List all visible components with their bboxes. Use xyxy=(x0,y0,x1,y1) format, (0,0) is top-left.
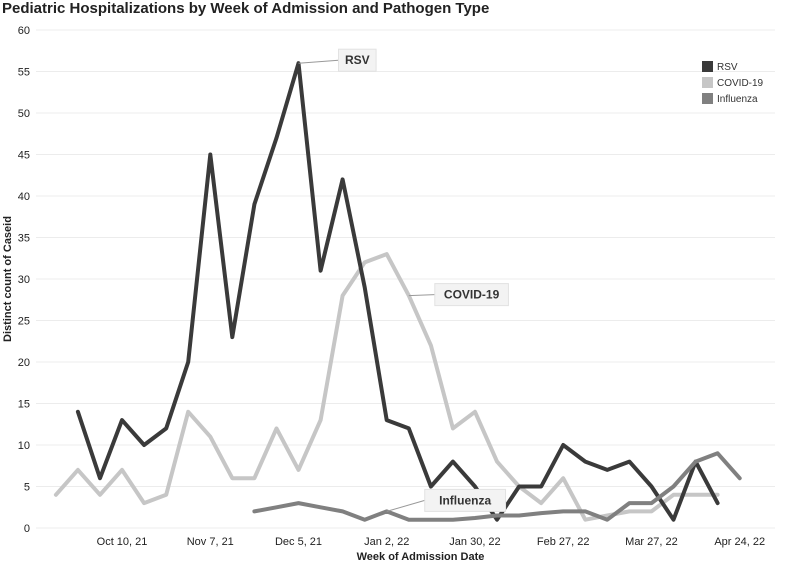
annotation-label: Influenza xyxy=(439,493,491,507)
y-tick-label: 15 xyxy=(18,399,30,411)
x-tick-label: Mar 27, 22 xyxy=(625,536,678,548)
annotation-rsv: RSV xyxy=(298,48,377,72)
x-tick-label: Dec 5, 21 xyxy=(275,536,322,548)
legend-label: COVID-19 xyxy=(717,78,764,89)
y-tick-label: 60 xyxy=(18,25,30,37)
x-tick-label: Nov 7, 21 xyxy=(187,536,234,548)
legend-label: Influenza xyxy=(717,94,758,105)
x-tick-label: Jan 2, 22 xyxy=(364,536,409,548)
series-line-covid-19[interactable] xyxy=(53,252,720,522)
legend-swatch xyxy=(702,93,713,104)
legend-swatch xyxy=(702,61,713,72)
legend-item-covid-19[interactable]: COVID-19 xyxy=(702,77,764,89)
series-line-influenza[interactable] xyxy=(252,451,742,522)
legend-item-rsv[interactable]: RSV xyxy=(702,61,738,73)
y-tick-label: 20 xyxy=(18,357,30,369)
axes: 0 5 10 15 20 25 30 35 40 45 50 55 60 Oct 10, 21 Nov 7,… xyxy=(2,25,765,563)
y-tick-label: 45 xyxy=(18,150,30,162)
y-tick-label: 5 xyxy=(24,482,30,494)
annotation-covid-19: COVID-19 xyxy=(408,283,509,307)
x-tick-label: Apr 24, 22 xyxy=(714,536,765,548)
annotation-box xyxy=(434,283,509,307)
annotation-leader xyxy=(386,499,425,512)
annotation-leader xyxy=(408,294,435,297)
annotation-box xyxy=(338,48,377,72)
x-axis-title: Week of Admission Date xyxy=(357,551,485,563)
y-tick-label: 55 xyxy=(18,67,30,79)
annotation-label: COVID-19 xyxy=(444,288,500,302)
y-tick-label: 10 xyxy=(18,440,30,452)
legend[interactable]: RSV COVID-19 Influenza xyxy=(702,61,764,105)
y-axis-title: Distinct count of Caseid xyxy=(2,216,14,342)
y-tick-label: 35 xyxy=(18,233,30,245)
series-line-rsv[interactable] xyxy=(75,61,720,522)
x-tick-label: Jan 30, 22 xyxy=(449,536,500,548)
annotation-box xyxy=(424,488,507,512)
x-tick-label: Feb 27, 22 xyxy=(537,536,590,548)
legend-item-influenza[interactable]: Influenza xyxy=(702,93,758,105)
y-tick-label: 0 xyxy=(24,523,30,535)
annotation-label: RSV xyxy=(345,53,370,67)
annotation-influenza: Influenza xyxy=(386,488,507,512)
annotation-leader xyxy=(298,59,339,64)
legend-swatch xyxy=(702,77,713,88)
gridlines xyxy=(36,29,775,529)
x-tick-label: Oct 10, 21 xyxy=(97,536,148,548)
y-tick-label: 50 xyxy=(18,108,30,120)
y-tick-label: 40 xyxy=(18,191,30,203)
chart-title: Pediatric Hospitalizations by Week of Ad… xyxy=(2,0,490,17)
series-lines xyxy=(53,61,742,522)
y-tick-label: 30 xyxy=(18,274,30,286)
annotations: RSV COVID-19 Influenza xyxy=(298,48,509,512)
y-tick-label: 25 xyxy=(18,316,30,328)
legend-label: RSV xyxy=(717,62,738,73)
